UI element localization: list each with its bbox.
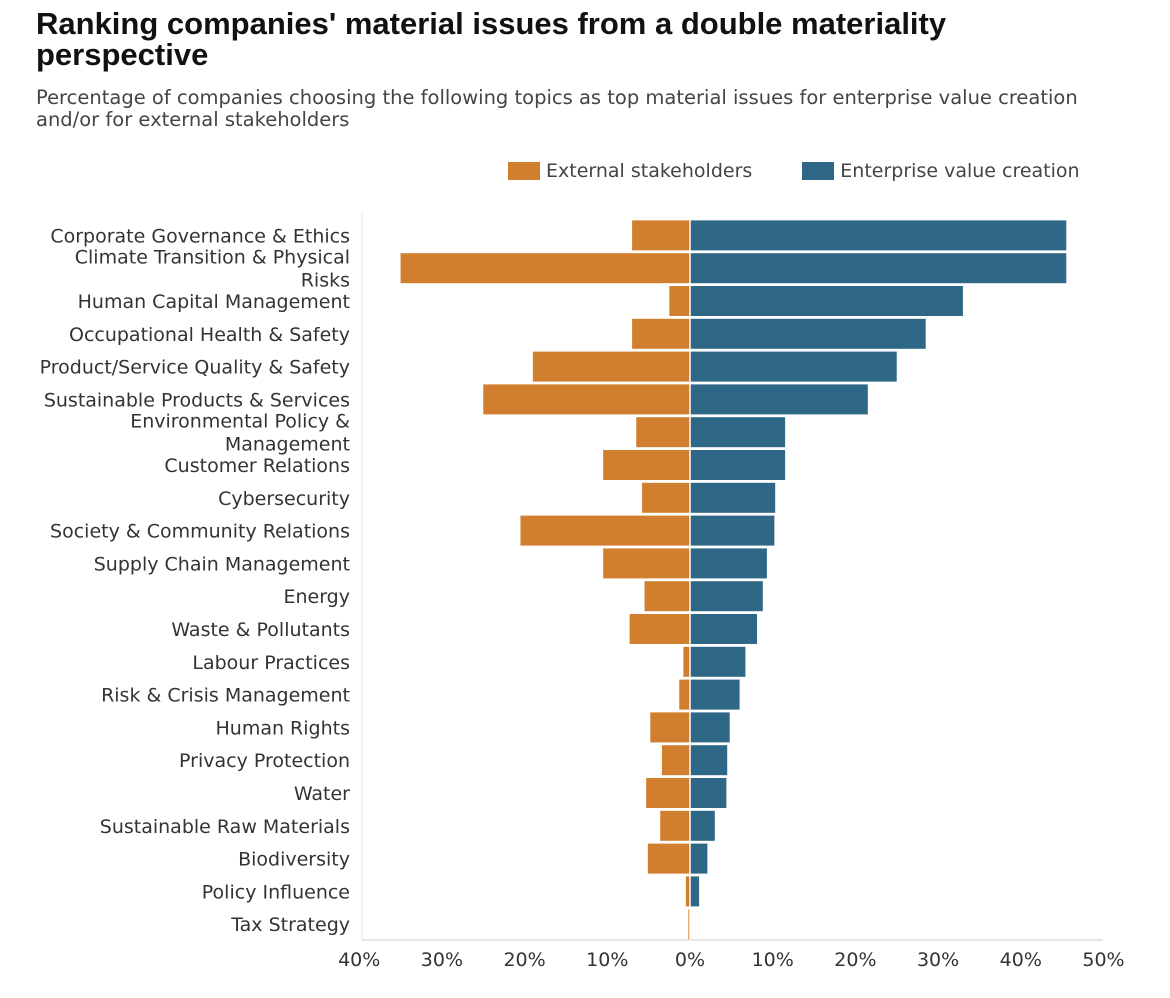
x-tick-label: 20%	[834, 949, 876, 971]
bar-external-stakeholders	[400, 253, 690, 284]
bar-enterprise-value	[690, 843, 708, 874]
bar-enterprise-value	[690, 679, 740, 710]
bar-external-stakeholders	[679, 679, 690, 710]
x-tick-label: 30%	[917, 949, 959, 971]
bar-enterprise-value	[690, 482, 776, 513]
bar-external-stakeholders	[642, 482, 690, 513]
category-label: Privacy Protection	[179, 750, 350, 772]
bar-external-stakeholders	[647, 843, 690, 874]
bar-enterprise-value	[690, 646, 746, 677]
bar-enterprise-value	[690, 712, 730, 743]
bar-enterprise-value	[690, 253, 1067, 284]
bar-enterprise-value	[690, 515, 775, 546]
bar-enterprise-value	[690, 548, 767, 579]
x-tick-label: 20%	[503, 949, 545, 971]
bar-external-stakeholders	[644, 581, 690, 612]
category-label: Society & Community Relations	[50, 521, 350, 543]
bar-external-stakeholders	[661, 745, 690, 776]
bar-external-stakeholders	[603, 548, 690, 579]
category-label: Sustainable Raw Materials	[100, 816, 350, 838]
legend-label-external: External stakeholders	[546, 160, 753, 182]
bar-external-stakeholders	[483, 384, 690, 415]
x-tick-label: 10%	[586, 949, 628, 971]
bar-enterprise-value	[690, 450, 786, 480]
category-label: Energy	[283, 586, 350, 608]
legend-swatch-enterprise	[802, 162, 835, 180]
bar-external-stakeholders	[685, 876, 690, 907]
bar-enterprise-value	[690, 417, 786, 448]
category-label: Sustainable Products & Services	[44, 389, 350, 411]
category-label: Tax Strategy	[230, 914, 350, 936]
bar-enterprise-value	[690, 614, 757, 644]
bar-external-stakeholders	[669, 286, 690, 316]
bar-enterprise-value	[690, 810, 715, 841]
bar-enterprise-value	[690, 581, 763, 612]
bar-enterprise-value	[690, 220, 1067, 251]
category-label: Human Rights	[216, 717, 351, 739]
category-label: Environmental Policy & Management	[130, 411, 350, 456]
category-label: Water	[294, 783, 350, 805]
category-label: Cybersecurity	[218, 488, 350, 510]
category-label: Product/Service Quality & Safety	[40, 357, 350, 379]
category-label: Corporate Governance & Ethics	[50, 225, 350, 247]
bar-external-stakeholders	[532, 351, 690, 382]
category-label: Human Capital Management	[78, 291, 350, 313]
x-tick-label: 30%	[421, 949, 463, 971]
bar-external-stakeholders	[632, 220, 690, 251]
bar-external-stakeholders	[632, 318, 690, 349]
bar-external-stakeholders	[683, 646, 690, 677]
bar-external-stakeholders	[629, 614, 690, 644]
chart-subtitle: Percentage of companies choosing the fol…	[36, 86, 1078, 131]
category-label: Policy Influence	[202, 881, 350, 903]
legend-label-enterprise: Enterprise value creation	[840, 160, 1080, 182]
category-label: Occupational Health & Safety	[69, 324, 350, 346]
bar-enterprise-value	[690, 318, 926, 349]
chart-title: Ranking companies' material issues from …	[36, 6, 947, 72]
bar-enterprise-value	[690, 778, 727, 808]
bar-external-stakeholders	[660, 810, 690, 841]
x-tick-label: 10%	[752, 949, 794, 971]
bar-external-stakeholders	[688, 909, 690, 940]
x-tick-label: 40%	[1000, 949, 1042, 971]
legend-swatch-external	[508, 162, 540, 180]
bar-enterprise-value	[690, 745, 728, 776]
bar-enterprise-value	[690, 384, 868, 415]
bar-external-stakeholders	[646, 778, 690, 808]
category-label: Biodiversity	[238, 849, 350, 871]
category-label: Waste & Pollutants	[171, 619, 350, 641]
category-label: Risk & Crisis Management	[101, 685, 350, 707]
bar-external-stakeholders	[520, 515, 690, 546]
category-label: Labour Practices	[192, 652, 350, 674]
bar-external-stakeholders	[650, 712, 690, 743]
category-label: Supply Chain Management	[94, 553, 350, 575]
bar-enterprise-value	[690, 351, 897, 382]
x-tick-label: 50%	[1082, 949, 1124, 971]
category-label: Climate Transition & Physical Risks	[75, 247, 350, 292]
bar-enterprise-value	[690, 286, 963, 316]
x-axis: 40% 30% 20% 10% 0% 10% 20% 30% 40% 50%	[338, 212, 1125, 971]
x-tick-label: 40%	[338, 949, 380, 971]
bar-enterprise-value	[690, 876, 700, 907]
bar-external-stakeholders	[636, 417, 690, 448]
bar-external-stakeholders	[603, 450, 690, 480]
bars-group	[400, 220, 1067, 940]
category-label: Customer Relations	[164, 455, 350, 477]
legend: External stakeholders Enterprise value c…	[508, 160, 1080, 182]
x-tick-label: 0%	[675, 949, 705, 971]
